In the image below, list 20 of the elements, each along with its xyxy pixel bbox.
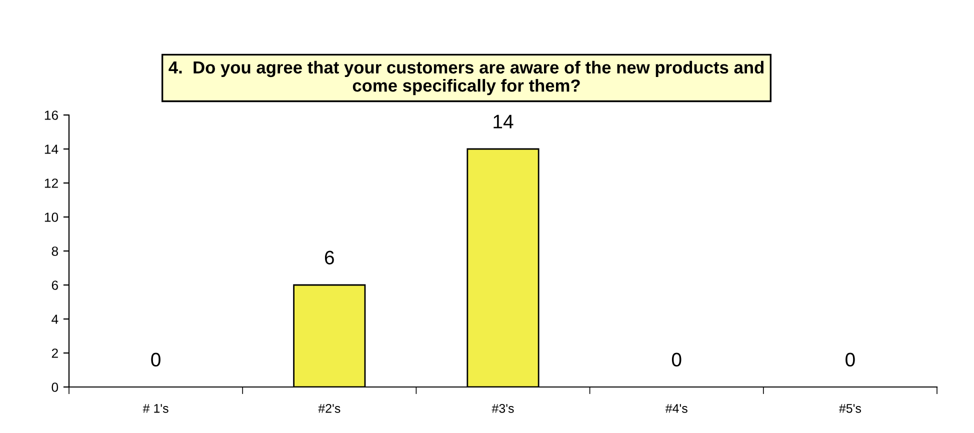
data-label: 0	[846, 352, 855, 366]
chart-title: 4. Do you agree that your customers are aware of the new products and come specifically for them?	[168, 60, 764, 96]
y-tick-label: 6	[52, 280, 58, 290]
y-tick-label: 2	[52, 348, 58, 358]
data-label: 0	[151, 352, 160, 366]
x-tick-label: #5's	[838, 404, 862, 413]
y-tick-label: 16	[44, 110, 58, 120]
y-tick-label: 14	[44, 144, 58, 154]
data-label: 14	[494, 114, 514, 128]
x-tick-label: #3's	[492, 404, 514, 413]
x-tick-label: #2's	[318, 404, 340, 413]
y-tick-label: 10	[44, 212, 58, 222]
y-tick-label: 4	[52, 314, 58, 324]
y-tick-label: 8	[52, 246, 58, 256]
x-tick-label: #4's	[665, 404, 688, 413]
y-tick-label: 12	[44, 178, 58, 188]
x-tick-label: # 1's	[142, 404, 168, 413]
data-label: 0	[672, 352, 682, 366]
y-tick-label: 0	[52, 382, 58, 392]
data-label: 6	[324, 250, 334, 264]
